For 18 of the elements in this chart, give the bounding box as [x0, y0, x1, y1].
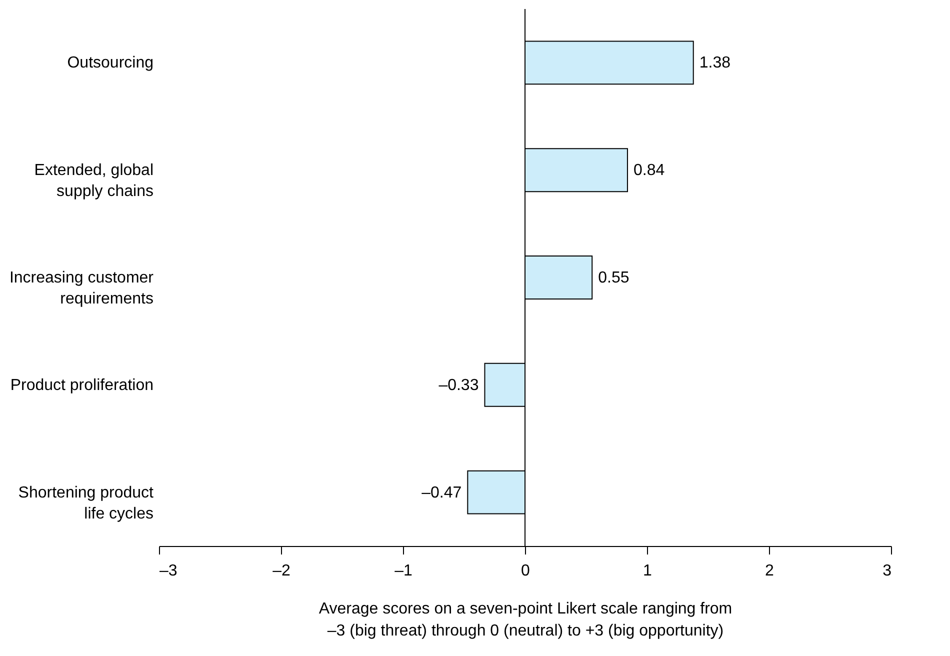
- x-tick-label: 3: [882, 562, 892, 580]
- x-tick-label: –1: [394, 562, 412, 580]
- y-tick-label: Outsourcing: [67, 54, 154, 72]
- x-tick-label: –3: [160, 562, 178, 580]
- x-tick-label: 1: [643, 562, 652, 580]
- y-tick-label: Extended, global supply chains: [34, 162, 154, 200]
- x-tick-label: 2: [765, 562, 774, 580]
- data-label: –0.33: [438, 376, 479, 394]
- data-label: 1.38: [699, 54, 731, 72]
- data-label: 0.55: [598, 270, 630, 286]
- x-tick-label: –2: [272, 562, 290, 580]
- data-label: 0.84: [633, 162, 665, 180]
- data-label: –0.47: [422, 484, 462, 502]
- y-tick-label: Increasing customer requirements: [9, 270, 154, 308]
- y-tick-label: Shortening product life cycles: [18, 484, 154, 522]
- x-axis-title: Average scores on a seven-point Likert scale ranging from –3 (big threat) through 0 (neutral) to +3 (big opportunity): [318, 600, 732, 640]
- y-tick-label: Product proliferation: [10, 376, 154, 394]
- x-tick-label: 0: [521, 562, 530, 580]
